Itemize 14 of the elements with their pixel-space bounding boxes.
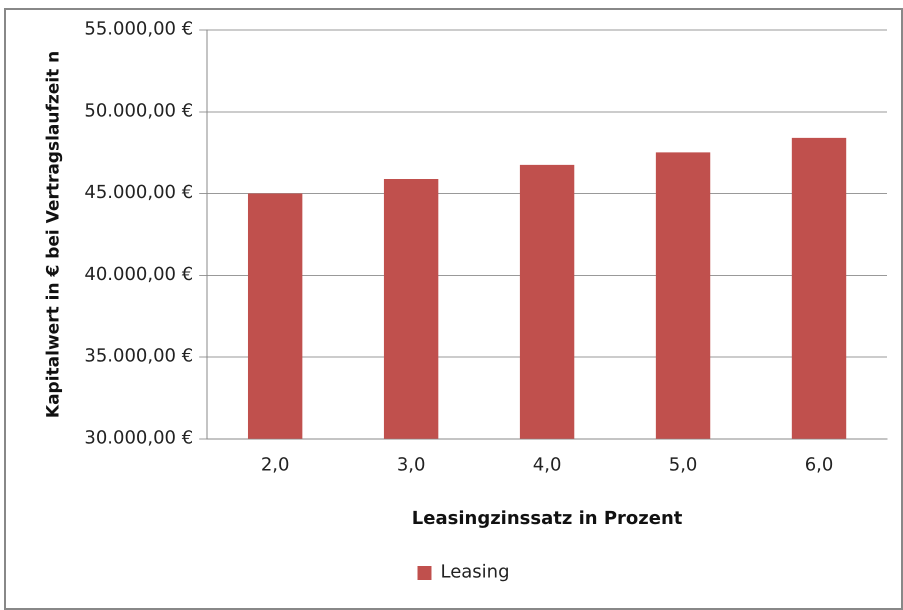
x-tick-label: 2,0 — [260, 454, 290, 476]
y-tick-label: 30.000,00 € — [84, 427, 194, 448]
y-tick-label: 40.000,00 € — [84, 264, 194, 285]
y-tick-label: 35.000,00 € — [84, 346, 194, 367]
x-tick-label: 5,0 — [668, 454, 698, 476]
x-tick-label: 3,0 — [396, 454, 426, 476]
legend-label: Leasing — [440, 562, 510, 583]
x-axis-title: Leasingzinssatz in Prozent — [412, 508, 683, 529]
y-axis-title: Kapitalwert in € bei Vertragslaufzeit n — [44, 50, 64, 418]
y-tick-label: 45.000,00 € — [84, 182, 194, 204]
y-tick-label: 55.000,00 € — [84, 18, 194, 40]
x-tick-label: 6,0 — [804, 454, 834, 476]
y-tick-label: 50.000,00 € — [84, 100, 194, 122]
x-tick-label: 4,0 — [532, 454, 562, 476]
